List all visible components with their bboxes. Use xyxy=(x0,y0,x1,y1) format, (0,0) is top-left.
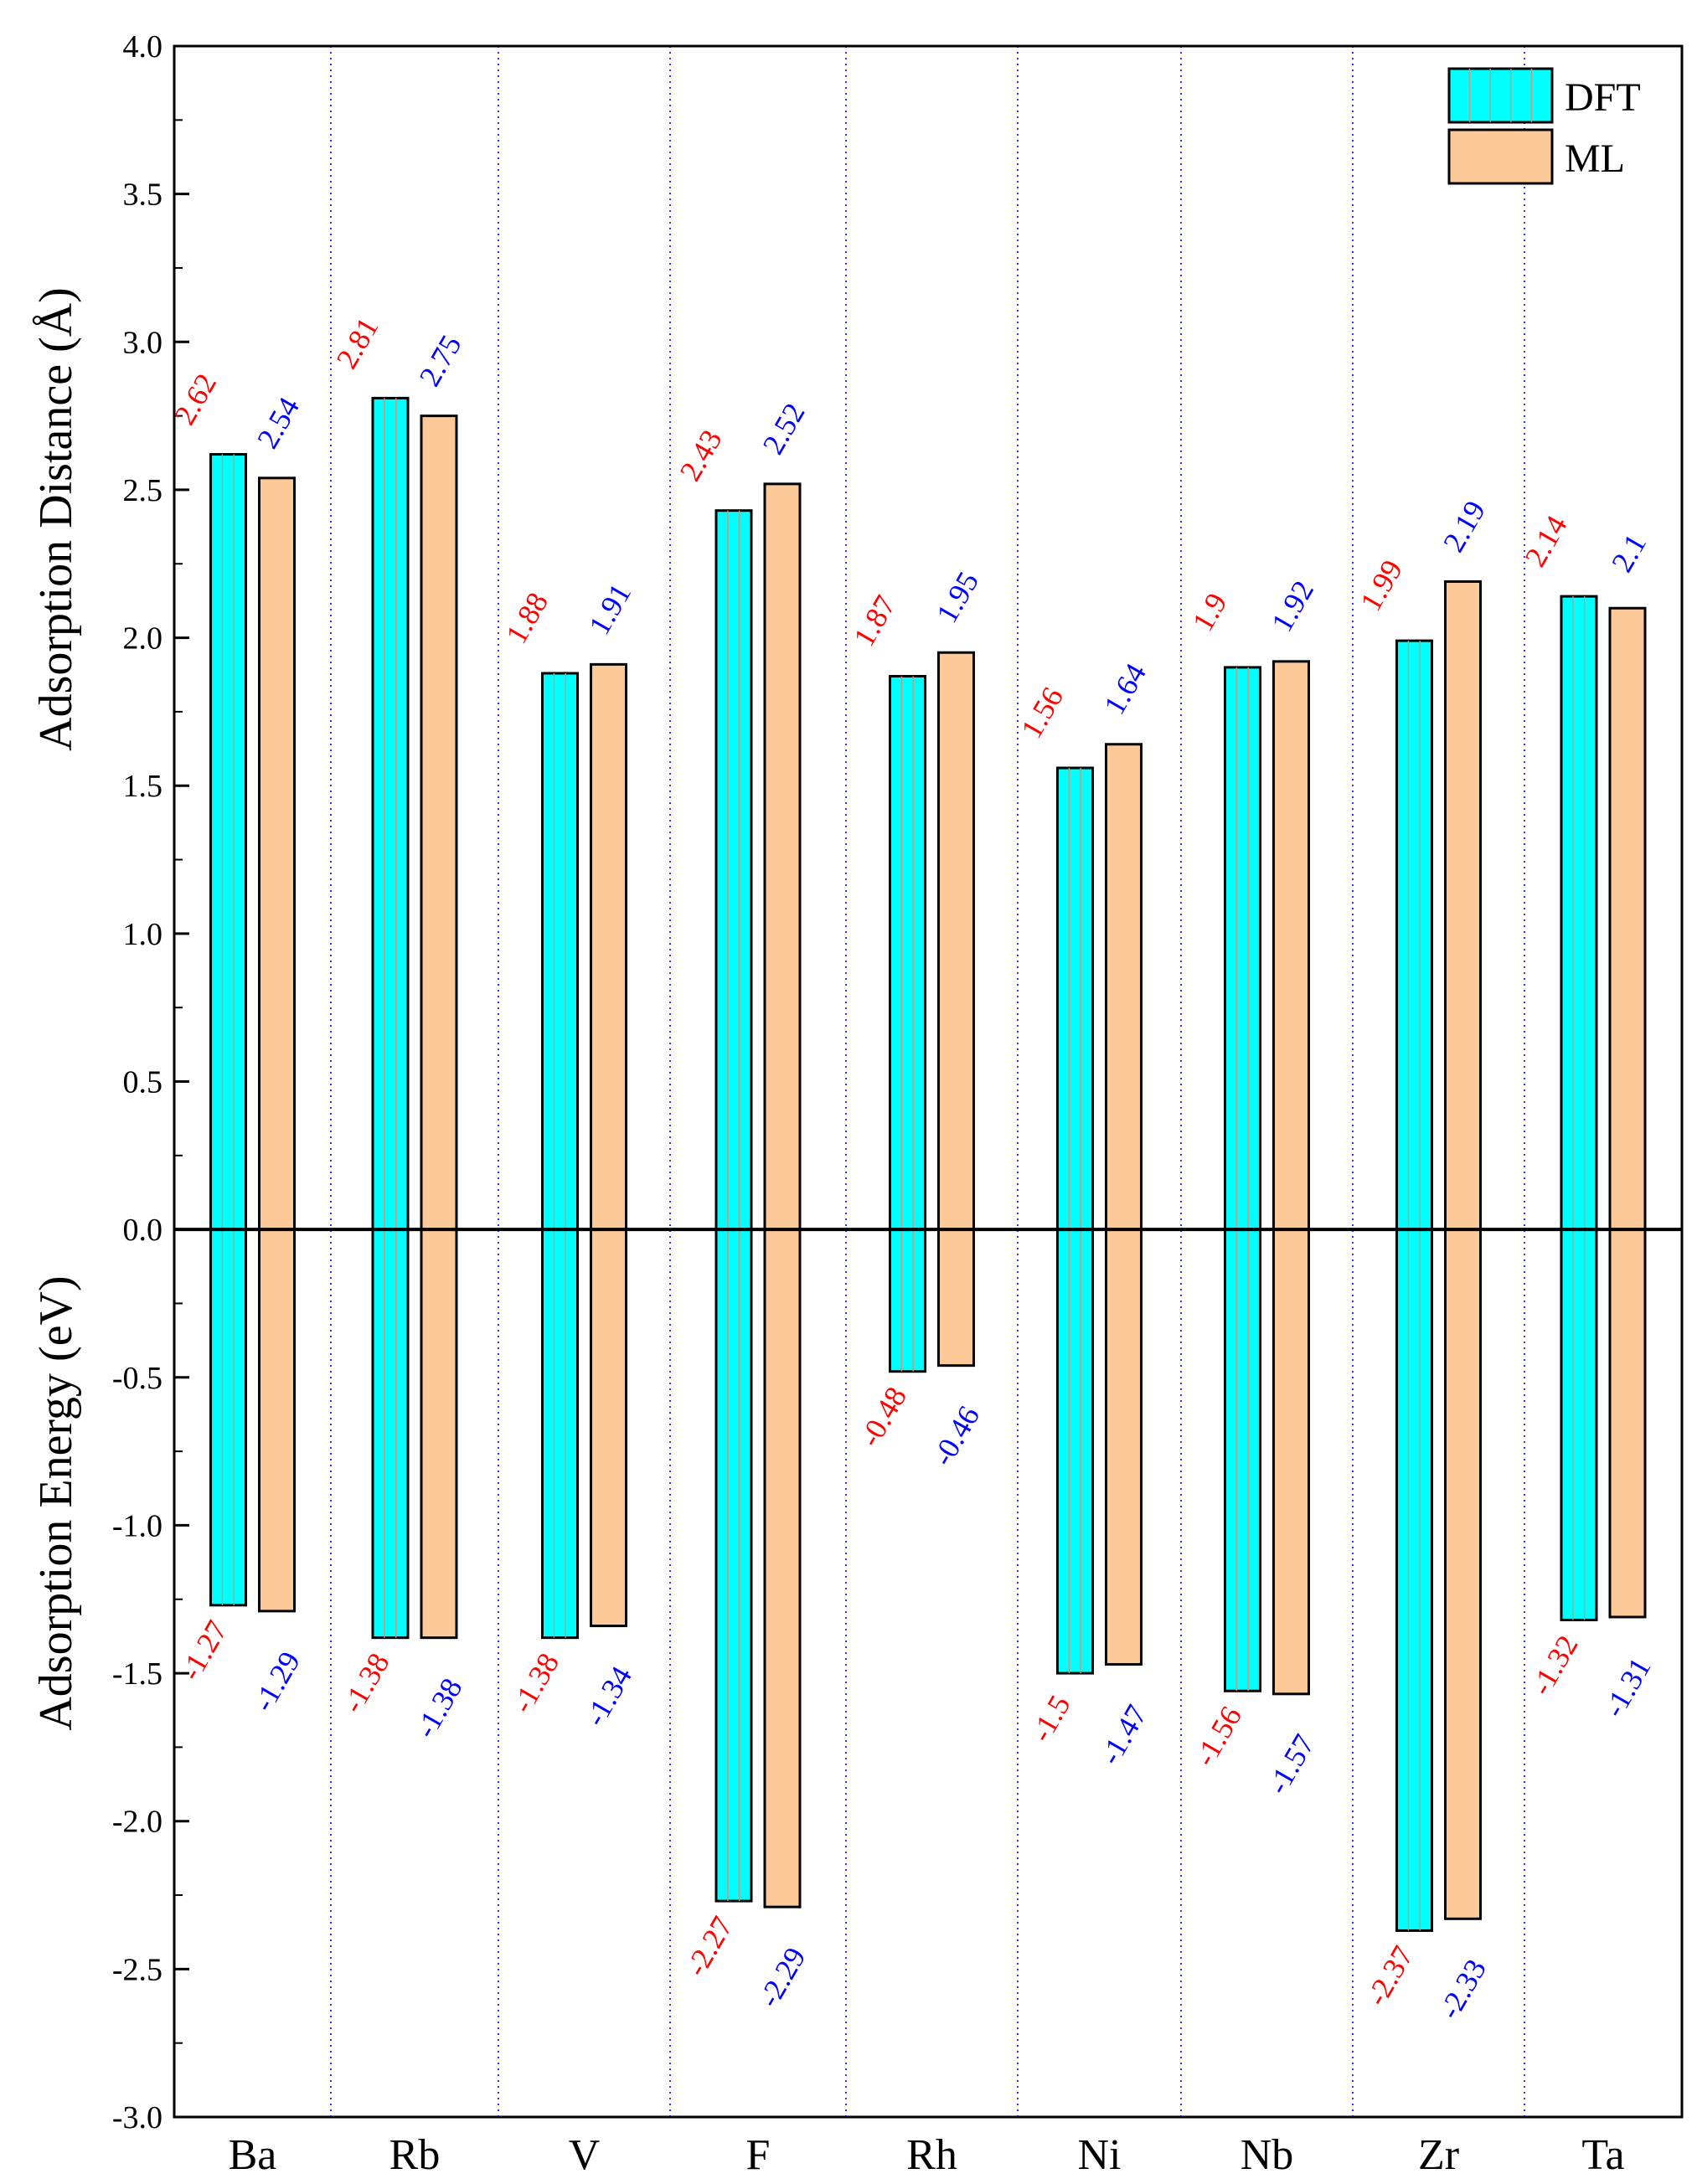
x-category-label: Ta xyxy=(1581,2131,1624,2179)
x-category-label: Ba xyxy=(229,2131,277,2179)
y-tick-label: 4.0 xyxy=(123,29,163,64)
legend: DFT ML xyxy=(1447,67,1641,185)
x-category-label: Ni xyxy=(1078,2131,1122,2179)
bar-ml xyxy=(258,476,296,1231)
bar-dft xyxy=(1560,1228,1598,1621)
bar-ml xyxy=(420,1228,458,1640)
bar-dft xyxy=(209,1228,247,1607)
bar-dft xyxy=(541,672,579,1231)
bar-ml xyxy=(937,1228,975,1368)
bar-dft xyxy=(209,453,247,1231)
bar-dft xyxy=(889,1228,926,1373)
y-tick-label: 3.5 xyxy=(123,178,163,213)
x-category-label: F xyxy=(746,2131,771,2179)
bar-dft xyxy=(371,1228,410,1640)
y-tick-label: 2.0 xyxy=(123,621,163,657)
legend-label-dft: DFT xyxy=(1565,75,1641,120)
bar-ml xyxy=(1105,743,1143,1231)
y-tick-label: 2.5 xyxy=(123,473,163,508)
bar-ml xyxy=(1444,579,1482,1231)
y-tick-label: -2.5 xyxy=(112,1952,162,1987)
bar-dft xyxy=(1224,1228,1261,1692)
bar-dft xyxy=(1560,595,1598,1231)
x-category-label: Rb xyxy=(389,2131,441,2179)
legend-swatch-ml xyxy=(1447,128,1554,185)
y-tick-label: 1.0 xyxy=(123,917,163,952)
bar-ml xyxy=(258,1228,296,1613)
bar-dft xyxy=(1395,1228,1433,1932)
x-category-label: Zr xyxy=(1418,2131,1459,2179)
bar-ml xyxy=(1608,606,1647,1231)
bar-dft xyxy=(889,674,926,1231)
y-tick-label: -1.0 xyxy=(112,1508,162,1543)
bar-dft xyxy=(1395,639,1433,1231)
y-axis-title-distance: Adsorption Distance (Å) xyxy=(30,287,82,751)
bar-dft xyxy=(1056,766,1094,1231)
bar-dft xyxy=(1056,1228,1094,1675)
bar-ml xyxy=(1105,1228,1143,1666)
x-category-label: Rh xyxy=(906,2131,957,2179)
bar-dft xyxy=(371,396,410,1231)
y-tick-label: -3.0 xyxy=(112,2100,162,2135)
legend-swatch-dft-stripes xyxy=(1468,69,1533,122)
x-axis-categories: Ba Rb V F Rh Ni Nb Zr Ta xyxy=(229,2131,1625,2179)
bar-ml xyxy=(590,1228,627,1628)
bar-ml xyxy=(1608,1228,1647,1619)
bar-ml xyxy=(1272,1228,1310,1696)
bar-dft xyxy=(714,1228,753,1903)
y-axis-ticks: -3.0 -2.5 -2.0 -1.5 -1.0 -0.5 0.0 0.5 1.0 1.5 2.0 2… xyxy=(112,29,189,2135)
y-tick-label: -0.5 xyxy=(112,1361,162,1396)
legend-label-ml: ML xyxy=(1565,136,1625,181)
bars xyxy=(209,396,1647,1932)
y-tick-label: 0.0 xyxy=(123,1213,163,1248)
bar-ml xyxy=(1444,1228,1482,1920)
bar-ml xyxy=(1272,660,1310,1231)
bar-dft xyxy=(541,1228,579,1640)
bar-ml xyxy=(763,1228,802,1908)
y-tick-label: 3.0 xyxy=(123,325,163,360)
bar-ml xyxy=(937,651,975,1231)
y-tick-label: 1.5 xyxy=(123,769,163,804)
bar-ml xyxy=(763,482,802,1231)
bar-dft xyxy=(1224,666,1261,1231)
y-axis-title-energy: Adsorption Energy (eV) xyxy=(30,1275,82,1730)
x-category-label: Nb xyxy=(1241,2131,1294,2179)
y-tick-label: -2.0 xyxy=(112,1805,162,1840)
bar-dft xyxy=(714,509,753,1231)
y-tick-label: -1.5 xyxy=(112,1656,162,1692)
x-category-label: V xyxy=(569,2131,601,2179)
legend-swatch-dft xyxy=(1447,67,1554,124)
bar-ml xyxy=(420,415,458,1231)
y-tick-label: 0.5 xyxy=(123,1065,163,1100)
bar-ml xyxy=(590,662,627,1231)
